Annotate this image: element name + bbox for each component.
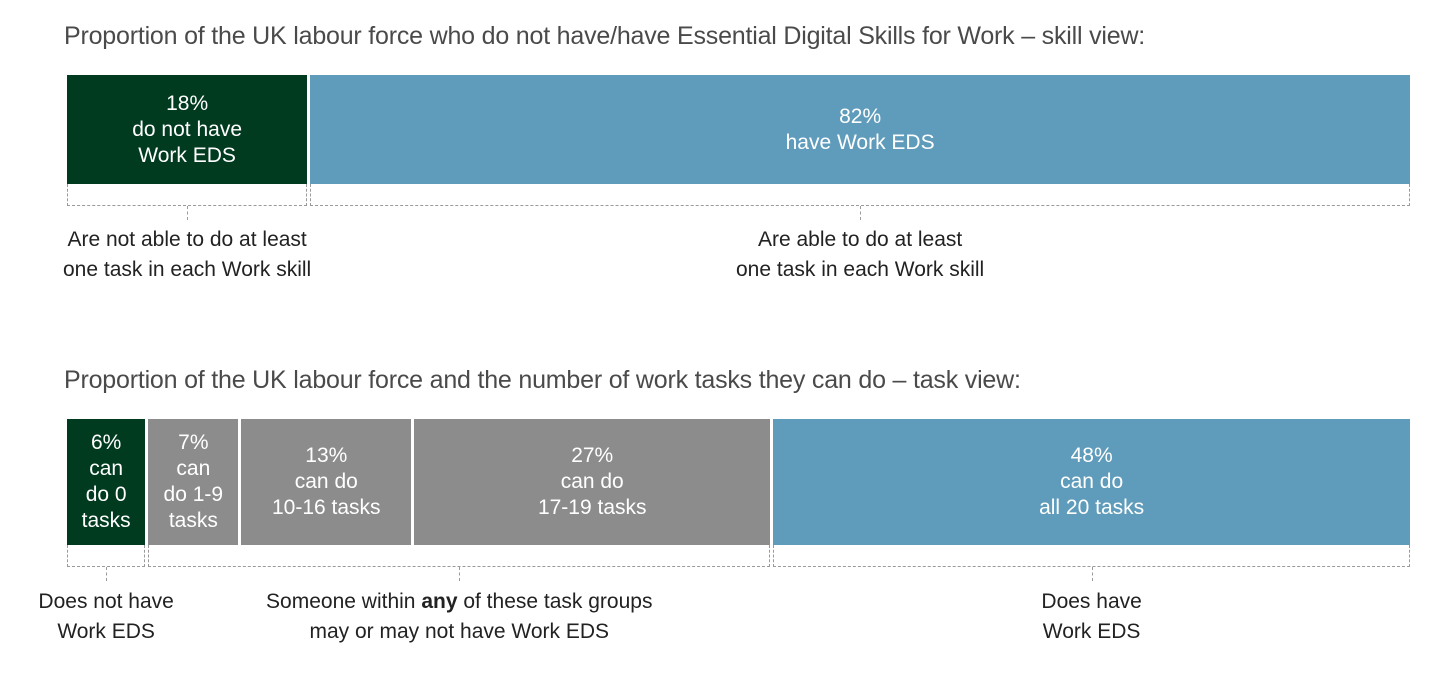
bar-label: 6% can do 0 tasks — [82, 430, 131, 534]
bracket-line — [773, 545, 1410, 567]
bar-value-label: 27% — [571, 444, 614, 467]
annotation-text: Someone within — [266, 590, 422, 613]
bracket-annotation: Does not have Work EDS — [38, 587, 173, 647]
bar-segment: 27% can do 17-19 tasks — [414, 419, 771, 545]
bracket-tick — [106, 567, 108, 581]
bracket-tick — [187, 206, 189, 220]
bar-label: 48% can do all 20 tasks — [1039, 443, 1144, 521]
annotation-text: Does have Work EDS — [1041, 590, 1142, 643]
bar-text-label: can do all 20 tasks — [1039, 470, 1145, 519]
bar-value-label: 6% — [90, 431, 122, 454]
bar-label: 18% do not have Work EDS — [132, 91, 242, 169]
bar-segment: 18% do not have Work EDS — [67, 75, 308, 184]
bar-label: 27% can do 17-19 tasks — [538, 443, 647, 521]
bar-text-label: do not have Work EDS — [132, 117, 242, 167]
bar-value-label: 13% — [305, 444, 348, 467]
bracket-line — [148, 545, 771, 567]
bar-text-label: can do 0 tasks — [81, 457, 131, 532]
bar-value-label: 7% — [178, 431, 209, 454]
bar-text-label: can do 10-16 tasks — [272, 470, 381, 519]
bracket-tick — [459, 567, 461, 581]
bar-text-label: can do 1-9 tasks — [163, 457, 224, 532]
bracket-annotation: Does have Work EDS — [1041, 587, 1141, 647]
bar-segment: 6% can do 0 tasks — [67, 419, 146, 545]
annotation-text: Are able to do at least one task in each… — [736, 228, 985, 281]
bar-segment: 7% can do 1-9 tasks — [148, 419, 239, 545]
bracket-annotation: Are able to do at least one task in each… — [736, 225, 984, 285]
bar-label: 13% can do 10-16 tasks — [272, 443, 381, 521]
bar-text-label: have Work EDS — [785, 130, 935, 154]
bracket-tick — [860, 206, 862, 220]
bar-label: 7% can do 1-9 tasks — [164, 430, 224, 534]
bracket-line — [310, 184, 1410, 206]
bar-label: 82% have Work EDS — [786, 104, 935, 156]
annotation-text: of these task groups may or may not have… — [309, 590, 653, 643]
bar-value-label: 82% — [839, 104, 882, 128]
bar-text-label: can do 17-19 tasks — [537, 470, 647, 519]
annotation-text: Are not able to do at least one task in … — [63, 228, 312, 281]
bracket-line — [67, 545, 146, 567]
bar-segment: 82% have Work EDS — [310, 75, 1410, 184]
annotation-emphasis: any — [421, 590, 458, 613]
chart-title-task-view: Proportion of the UK labour force and th… — [64, 366, 1021, 394]
bracket-line — [67, 184, 308, 206]
bracket-annotation: Someone within any of these task groups … — [266, 587, 652, 647]
bar-segment: 48% can do all 20 tasks — [773, 419, 1410, 545]
bar-value-label: 18% — [166, 91, 209, 115]
annotation-text: Does not have Work EDS — [38, 590, 174, 643]
bracket-tick — [1091, 567, 1093, 581]
bar-segment: 13% can do 10-16 tasks — [241, 419, 412, 545]
chart-title-skill-view: Proportion of the UK labour force who do… — [64, 22, 1146, 50]
bar-value-label: 48% — [1070, 444, 1113, 467]
bracket-annotation: Are not able to do at least one task in … — [63, 225, 311, 285]
